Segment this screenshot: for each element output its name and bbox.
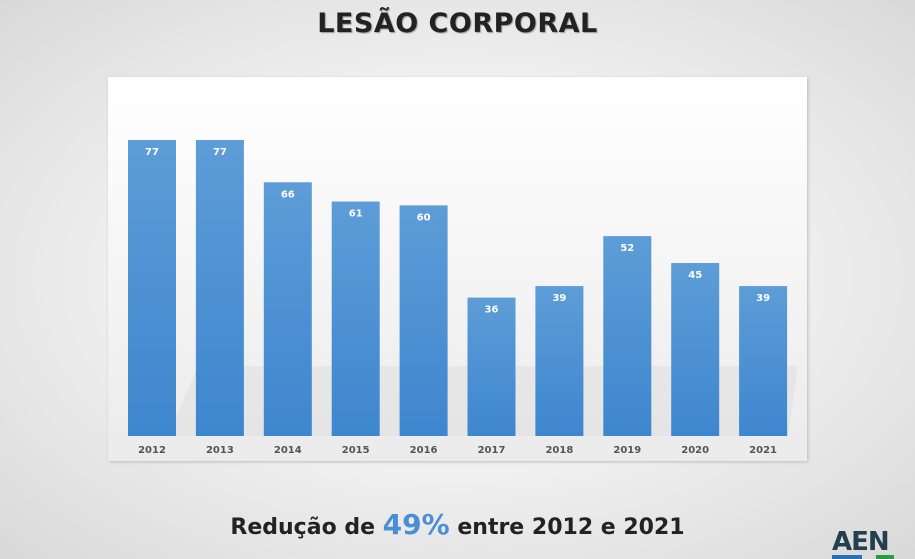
subtitle: Redução de 49% entre 2012 e 2021 [0,508,915,541]
x-tick-label-2013: 2013 [206,445,234,456]
data-label-2015: 61 [349,209,363,220]
aen-logo: AEN [832,527,894,559]
x-tick-label-2021: 2021 [749,445,777,456]
data-label-2013: 77 [213,147,227,158]
bar-2017 [467,297,516,436]
bar-2019 [603,236,652,436]
bar-2020 [671,263,720,436]
data-label-2012: 77 [145,147,159,158]
bar-chart: 77 2012 77 2013 66 2014 61 2015 60 2016 36 2017 39 20… [128,140,798,456]
bar-2013 [195,140,244,436]
x-tick-label-2020: 2020 [681,445,709,456]
data-label-2020: 45 [688,270,702,281]
x-tick-label-2015: 2015 [342,445,370,456]
logo-text: AEN [832,527,890,557]
bar-2018 [535,286,584,436]
data-label-2014: 66 [281,189,295,200]
bar-2015 [331,201,380,436]
x-tick-label-2019: 2019 [613,445,641,456]
x-tick-label-2012: 2012 [138,445,166,456]
subtitle-pre: Redução de [230,515,383,540]
x-tick-label-2018: 2018 [545,445,573,456]
bar-2016 [399,205,448,436]
subtitle-post: entre 2012 e 2021 [449,515,685,540]
chart-title: LESÃO CORPORAL [317,8,598,39]
bar-2021 [739,286,788,436]
bar-2014 [263,182,312,436]
x-tick-label-2016: 2016 [410,445,438,456]
data-label-2018: 39 [552,293,566,304]
data-label-2019: 52 [620,243,634,254]
data-label-2016: 60 [417,212,431,223]
chart-frame: 77 2012 77 2013 66 2014 61 2015 60 2016 36 2017 39 20… [108,77,807,461]
data-label-2021: 39 [756,293,770,304]
data-label-2017: 36 [485,305,499,316]
bar-2012 [128,140,176,436]
x-tick-label-2014: 2014 [274,445,302,456]
subtitle-highlight: 49% [382,508,450,541]
x-tick-label-2017: 2017 [478,445,506,456]
